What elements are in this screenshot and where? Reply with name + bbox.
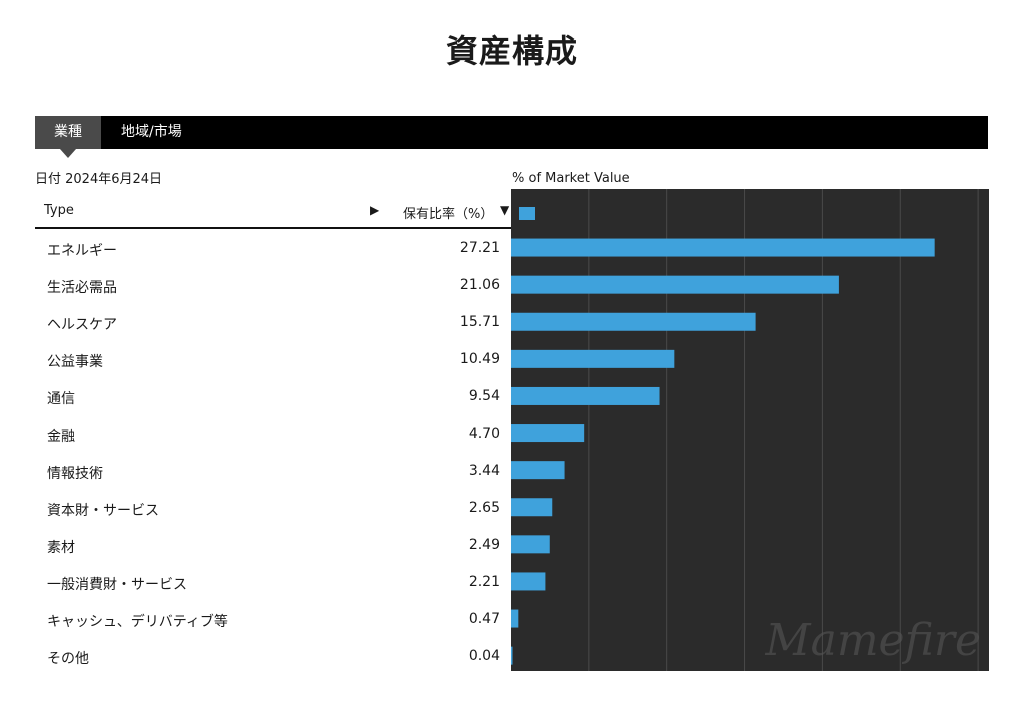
chart-title: % of Market Value (512, 171, 630, 186)
plot-background (511, 189, 989, 671)
table-header: Type ▶ 保有比率（%） ▼ (35, 197, 512, 229)
table-row: 資本財・サービス 2.65 (35, 489, 512, 526)
bar-1 (511, 275, 839, 294)
table-row: 通信 9.54 (35, 377, 512, 414)
row-value-label: 2.49 (468, 536, 500, 553)
sort-arrow-right-icon[interactable]: ▶ (370, 203, 380, 217)
row-type-label: エネルギー (47, 243, 117, 259)
row-value-label: 27.21 (459, 240, 500, 256)
tab-sector[interactable]: 業種 (35, 116, 101, 158)
row-value-label: 10.49 (459, 351, 500, 368)
bar-10 (511, 609, 519, 628)
bar-4 (511, 386, 660, 405)
row-type-label: 一般消費財・サービス (47, 576, 187, 593)
row-value-label: 4.70 (468, 425, 500, 442)
page-title: 資産構成 (445, 32, 578, 70)
row-value-label: 9.54 (468, 388, 500, 405)
table-row: 素材 2.49 (35, 526, 512, 563)
row-type-label: キャッシュ、デリバティブ等 (47, 614, 228, 630)
row-value-label: 21.06 (459, 277, 500, 294)
bar-2 (511, 312, 756, 331)
row-type-label: 公益事業 (47, 354, 103, 371)
table-row: エネルギー 27.21 (35, 229, 512, 266)
table-row: 一般消費財・サービス 2.21 (35, 563, 512, 600)
bar-chart: Mamefire (511, 189, 989, 671)
row-type-label: 資本財・サービス (47, 502, 159, 519)
row-type-label: 素材 (47, 539, 75, 556)
tab-bar: 業種 地域/市場 (35, 116, 988, 158)
bar-9 (511, 572, 546, 591)
bar-0 (511, 238, 935, 257)
row-value-label: 15.71 (459, 314, 500, 331)
watermark: Mamefire (765, 615, 981, 666)
date-label: 日付 2024年6月24日 (35, 172, 163, 187)
row-value-label: 2.65 (468, 499, 500, 516)
table-row: その他 0.04 (35, 637, 512, 674)
tab-region-market[interactable]: 地域/市場 (121, 124, 182, 140)
header-bar (519, 207, 535, 220)
row-value-label: 2.21 (468, 573, 500, 590)
sort-arrow-down-icon[interactable]: ▼ (500, 203, 510, 217)
row-type-label: その他 (47, 651, 89, 668)
bar-5 (511, 424, 585, 443)
column-header-holding-ratio[interactable]: 保有比率（%） (403, 207, 494, 222)
column-header-type[interactable]: Type (44, 203, 74, 218)
bar-3 (511, 349, 675, 368)
table-row: ヘルスケア 15.71 (35, 303, 512, 340)
table-row: キャッシュ、デリバティブ等 0.47 (35, 600, 512, 637)
row-value-label: 0.47 (468, 611, 500, 627)
row-type-label: ヘルスケア (47, 317, 117, 334)
row-type-label: 通信 (47, 391, 75, 408)
bar-8 (511, 535, 550, 554)
row-value-label: 3.44 (468, 462, 500, 479)
row-type-label: 生活必需品 (47, 280, 117, 297)
table-row: 金融 4.70 (35, 415, 512, 452)
bar-11 (511, 646, 513, 665)
table-row: 生活必需品 21.06 (35, 266, 512, 303)
table-row: 公益事業 10.49 (35, 340, 512, 377)
bar-6 (511, 461, 565, 480)
row-type-label: 情報技術 (47, 465, 103, 482)
table-row: 情報技術 3.44 (35, 452, 512, 489)
row-type-label: 金融 (47, 428, 75, 445)
row-value-label: 0.04 (468, 648, 500, 665)
bar-7 (511, 498, 553, 517)
